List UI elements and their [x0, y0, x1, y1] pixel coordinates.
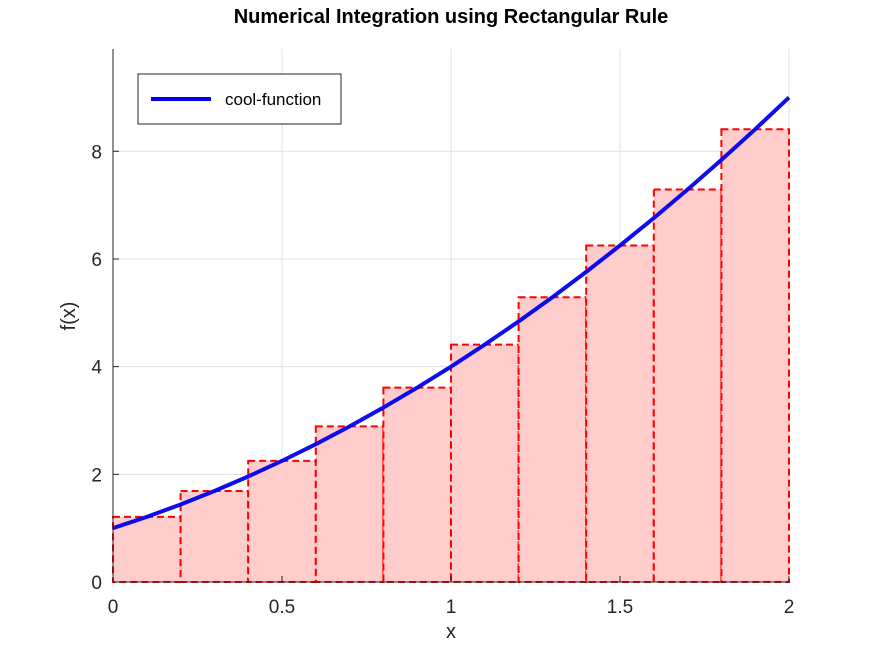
chart-title: Numerical Integration using Rectangular … — [234, 6, 669, 28]
y-tick-label: 8 — [91, 142, 102, 163]
x-tick-label: 1 — [446, 597, 457, 618]
x-ticks: 0 0.5 1 1.5 2 — [108, 576, 795, 618]
x-axis-label: x — [446, 621, 456, 643]
y-tick-label: 6 — [91, 250, 102, 271]
rectangle-bar — [720, 128, 791, 584]
rectangle-bar — [382, 386, 452, 583]
series-line-cool-function — [112, 95, 791, 531]
y-tick-label: 2 — [91, 465, 102, 486]
function-curve — [112, 95, 791, 531]
x-tick-label: 0 — [108, 597, 119, 618]
rectangle-bar — [585, 244, 655, 583]
x-tick-label: 0.5 — [269, 597, 295, 618]
legend-label-cool-function: cool-function — [225, 90, 321, 109]
rectangle-bar — [517, 296, 588, 583]
rectangles — [112, 128, 791, 584]
y-tick-label: 4 — [91, 358, 102, 379]
legend: cool-function — [137, 73, 342, 125]
x-tick-label: 1.5 — [607, 597, 633, 618]
y-ticks: 0 2 4 6 8 — [91, 142, 119, 594]
rectangle-bar — [652, 188, 723, 583]
y-tick-label: 0 — [91, 573, 102, 594]
y-axis-label: f(x) — [58, 302, 80, 331]
x-tick-label: 2 — [784, 597, 795, 618]
rectangle-bar — [314, 425, 385, 583]
rectangle-bar — [179, 490, 250, 583]
rectangle-bar — [247, 459, 317, 584]
rectangle-bar — [450, 343, 520, 583]
